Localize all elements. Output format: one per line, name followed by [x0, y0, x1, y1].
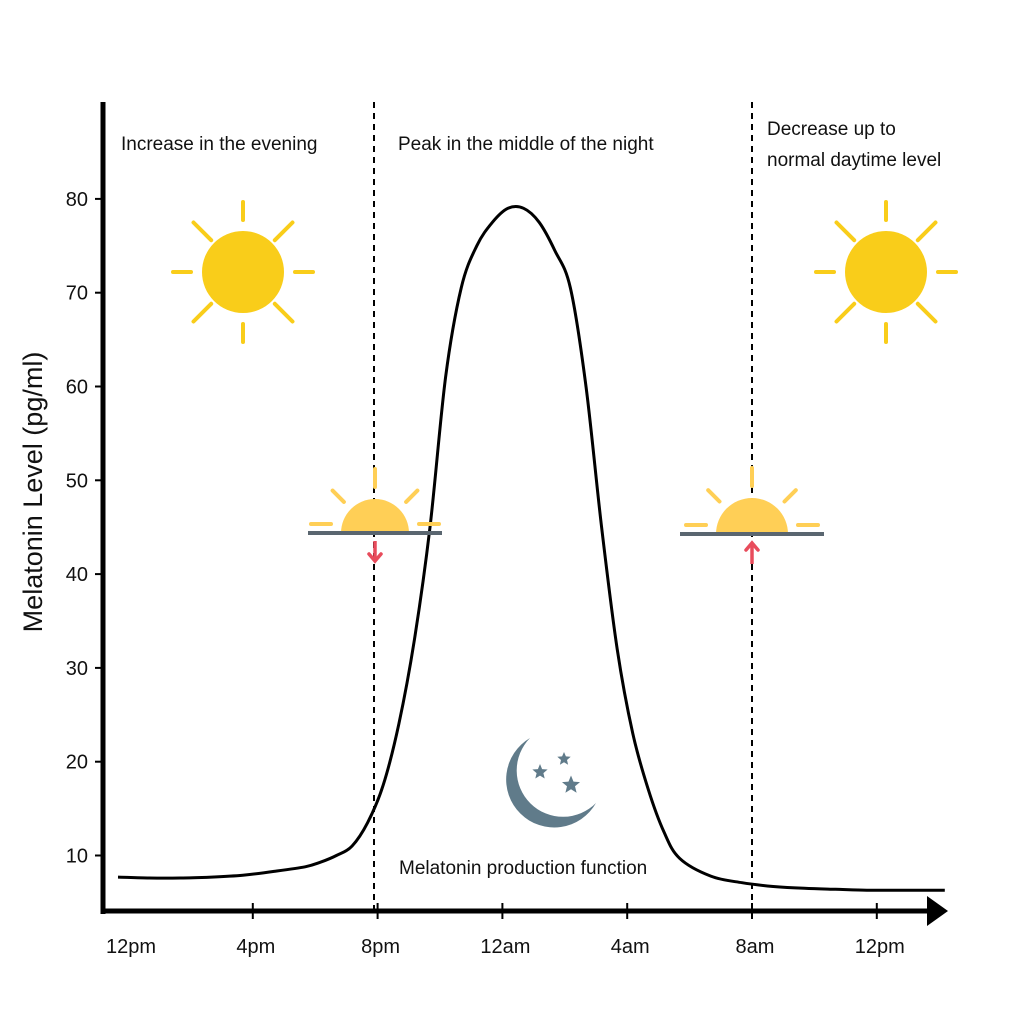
sun-ray: [191, 301, 214, 324]
x-tick-label: 4am: [611, 936, 650, 958]
y-tick-label: 10: [66, 846, 88, 868]
star-icon: [562, 775, 580, 793]
sun-ray: [191, 220, 214, 243]
sun-ray: [330, 488, 346, 504]
melatonin-curve: [117, 205, 945, 892]
y-ticks: 10 20 30 40 50 60 70 80: [66, 189, 103, 868]
sunrise-rays: [684, 466, 820, 527]
y-axis-label: Melatonin Level (pg/ml): [18, 352, 48, 633]
sun-ray: [782, 488, 798, 504]
x-tick-label: 8am: [736, 936, 775, 958]
sun-ray: [834, 301, 857, 324]
half-sun-shape: [716, 498, 788, 534]
sun-ray: [915, 301, 938, 324]
moon-stars-icon: [506, 738, 596, 828]
x-ticks: 12pm 4pm 8pm 12am 4am 8am 12pm: [106, 903, 905, 958]
function-label: Melatonin production function: [399, 858, 647, 879]
sun-ray: [706, 488, 722, 504]
y-tick-label: 30: [66, 658, 88, 680]
y-tick-label: 70: [66, 283, 88, 305]
y-tick-label: 40: [66, 564, 88, 586]
down-arrow-icon: [367, 552, 383, 564]
sunset-rays: [309, 467, 441, 526]
up-arrow-icon: [744, 540, 760, 552]
x-tick-label: 4pm: [236, 936, 275, 958]
sun-ray: [404, 488, 420, 504]
half-sun-shape: [341, 499, 409, 533]
sun-ray: [272, 301, 295, 324]
sun-ray: [834, 220, 857, 243]
y-tick-label: 60: [66, 377, 88, 399]
annotation-morning-line2: normal daytime level: [767, 150, 941, 171]
sun-disc: [845, 231, 927, 313]
y-tick-label: 50: [66, 470, 88, 492]
y-tick-label: 20: [66, 752, 88, 774]
sun-icon: [171, 200, 315, 344]
sun-icon: [814, 200, 958, 344]
sunrise-icon: [680, 466, 824, 564]
sun-ray: [915, 220, 938, 243]
y-tick-label: 80: [66, 189, 88, 211]
annotation-morning-line1: Decrease up to: [767, 119, 896, 140]
crescent-moon-shape: [506, 738, 596, 828]
x-tick-label: 8pm: [361, 936, 400, 958]
x-tick-label: 12am: [480, 936, 530, 958]
star-icon: [532, 764, 548, 779]
annotation-night: Peak in the middle of the night: [398, 134, 654, 155]
sunset-icon: [308, 467, 442, 564]
annotation-evening: Increase in the evening: [121, 134, 317, 155]
sun-disc: [202, 231, 284, 313]
x-tick-label: 12pm: [855, 936, 905, 958]
star-icon: [557, 752, 571, 765]
x-axis-arrow-icon: [927, 896, 948, 926]
sun-ray: [272, 220, 295, 243]
x-tick-label: 12pm: [106, 936, 156, 958]
